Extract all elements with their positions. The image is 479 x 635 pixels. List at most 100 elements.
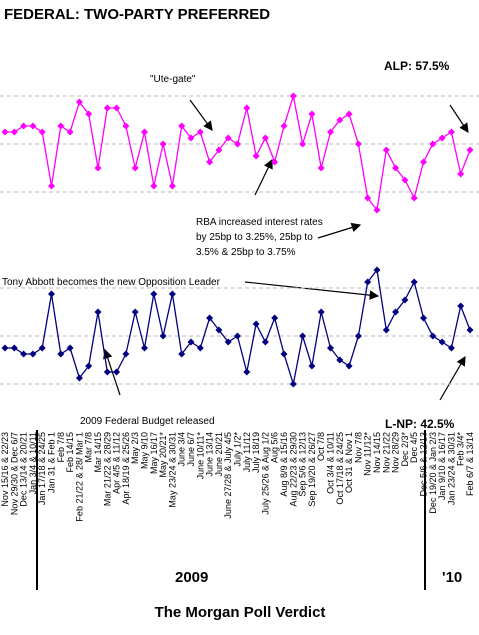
x-tick-label: Aug 5/6 bbox=[270, 432, 280, 463]
data-point bbox=[187, 134, 195, 142]
data-point bbox=[345, 110, 353, 118]
data-point bbox=[252, 152, 260, 160]
x-tick-label: June 20/21 bbox=[214, 432, 224, 477]
data-point bbox=[364, 194, 372, 202]
data-point bbox=[48, 182, 55, 190]
data-point bbox=[215, 326, 223, 334]
end-label: L-NP: 42.5% bbox=[385, 417, 455, 431]
x-tick-label: Feb 7/8 bbox=[56, 432, 66, 463]
data-point bbox=[113, 368, 121, 376]
data-point bbox=[327, 128, 334, 136]
data-point bbox=[75, 374, 83, 382]
annotation: by 25bp to 3.25%, 25bp to bbox=[196, 232, 313, 243]
data-point bbox=[38, 128, 46, 136]
x-tick-label: June 13/14 bbox=[205, 432, 215, 477]
data-point bbox=[420, 314, 427, 322]
x-tick-label: Feb 3/4* bbox=[456, 432, 466, 467]
data-point bbox=[150, 290, 158, 298]
data-point bbox=[131, 164, 139, 172]
data-point bbox=[85, 110, 93, 118]
x-tick-label: Nov 29/30 & Dec 6/7 bbox=[9, 432, 19, 515]
data-point bbox=[243, 368, 251, 376]
data-point bbox=[243, 104, 251, 112]
arrow bbox=[439, 355, 466, 401]
data-point bbox=[373, 266, 381, 274]
data-point bbox=[317, 164, 325, 172]
x-tick-label: Jan 3/4 & 10/11 bbox=[28, 432, 38, 494]
x-tick-label: Aug 8/9 & 15/16 bbox=[279, 432, 289, 497]
x-tick-label: Nov 7/8 bbox=[353, 432, 363, 463]
data-point bbox=[317, 308, 325, 316]
data-point bbox=[382, 146, 390, 154]
year-label: 2009 bbox=[175, 569, 208, 586]
x-tick-label: Jan 23/24 & 30/31 bbox=[446, 432, 456, 505]
x-tick-label: July 11/12 bbox=[242, 432, 252, 472]
x-tick-label: Dec 4/5 bbox=[409, 432, 419, 463]
data-point bbox=[168, 290, 176, 298]
data-point bbox=[289, 92, 297, 100]
data-point bbox=[345, 362, 353, 370]
data-point bbox=[187, 338, 195, 346]
footer: The Morgan Poll Verdict bbox=[155, 604, 326, 621]
data-point bbox=[224, 338, 232, 346]
annotation: "Ute-gate" bbox=[150, 74, 196, 85]
data-point bbox=[141, 344, 148, 352]
data-point bbox=[354, 332, 362, 340]
data-point bbox=[401, 296, 409, 304]
data-point bbox=[224, 134, 232, 142]
x-tick-label: Apr 4/5 & 11/12 bbox=[112, 432, 122, 494]
x-tick-label: Nov 28/29 bbox=[391, 432, 401, 473]
data-point bbox=[122, 350, 130, 358]
data-point bbox=[392, 164, 400, 172]
data-point bbox=[178, 122, 186, 130]
data-point bbox=[336, 356, 344, 364]
x-tick-label: May 2/3 bbox=[130, 432, 140, 464]
data-point bbox=[429, 332, 437, 340]
data-point bbox=[57, 350, 65, 358]
x-tick-label: Oct 31 & Nov 1 bbox=[344, 432, 354, 493]
annotation: RBA increased interest rates bbox=[196, 217, 323, 228]
x-tick-label: Apr 18/19 & 25/26 bbox=[121, 432, 131, 505]
x-tick-label: Jan 9/10 & 16/17 bbox=[437, 432, 447, 500]
data-point bbox=[131, 308, 139, 316]
data-point bbox=[66, 344, 74, 352]
data-point bbox=[354, 140, 362, 148]
x-tick-label: Dec 5/6 & 12/13 bbox=[419, 432, 429, 497]
data-point bbox=[336, 116, 344, 124]
data-point bbox=[66, 128, 74, 136]
annotation: Tony Abbott becomes the new Opposition L… bbox=[2, 277, 221, 288]
data-point bbox=[206, 314, 214, 322]
data-point bbox=[38, 344, 46, 352]
data-point bbox=[178, 350, 186, 358]
data-point bbox=[94, 308, 102, 316]
data-point bbox=[457, 302, 465, 310]
x-tick-label: June 27/28 & July 4/5 bbox=[223, 432, 233, 519]
x-tick-label: June 10/11* bbox=[195, 432, 205, 480]
data-point bbox=[438, 134, 446, 142]
data-point bbox=[29, 350, 37, 358]
data-point bbox=[410, 194, 418, 202]
x-tick-label: May 9/10 bbox=[140, 432, 150, 469]
data-point bbox=[466, 146, 474, 154]
data-point bbox=[327, 344, 334, 352]
x-tick-label: Feb 21/22 & 28/ Mar 1 bbox=[74, 432, 84, 522]
x-tick-label: Jan 17/18 & 24/25 bbox=[37, 432, 47, 505]
data-point bbox=[57, 122, 65, 130]
data-point bbox=[196, 128, 204, 136]
x-tick-label: Jan 31 & Feb 1 bbox=[47, 432, 57, 493]
annotation: 2009 Federal Budget released bbox=[80, 416, 215, 427]
x-tick-label: Oct 3/4 & 10/11 bbox=[326, 432, 336, 494]
x-tick-label: Dec 2/3* bbox=[400, 432, 410, 467]
data-point bbox=[75, 98, 83, 106]
data-point bbox=[103, 368, 111, 376]
x-tick-label: May 16/17 bbox=[149, 432, 159, 474]
data-point bbox=[438, 338, 446, 346]
x-tick-label: July 1/2* bbox=[233, 432, 243, 467]
data-point bbox=[1, 344, 9, 352]
x-tick-label: Nov 11/12* bbox=[363, 432, 373, 476]
x-tick-label: Dec 19/20 & Jan 2/3 bbox=[428, 432, 438, 514]
data-point bbox=[122, 122, 130, 130]
data-point bbox=[271, 158, 279, 166]
end-label: ALP: 57.5% bbox=[384, 59, 450, 73]
data-point bbox=[299, 332, 307, 340]
